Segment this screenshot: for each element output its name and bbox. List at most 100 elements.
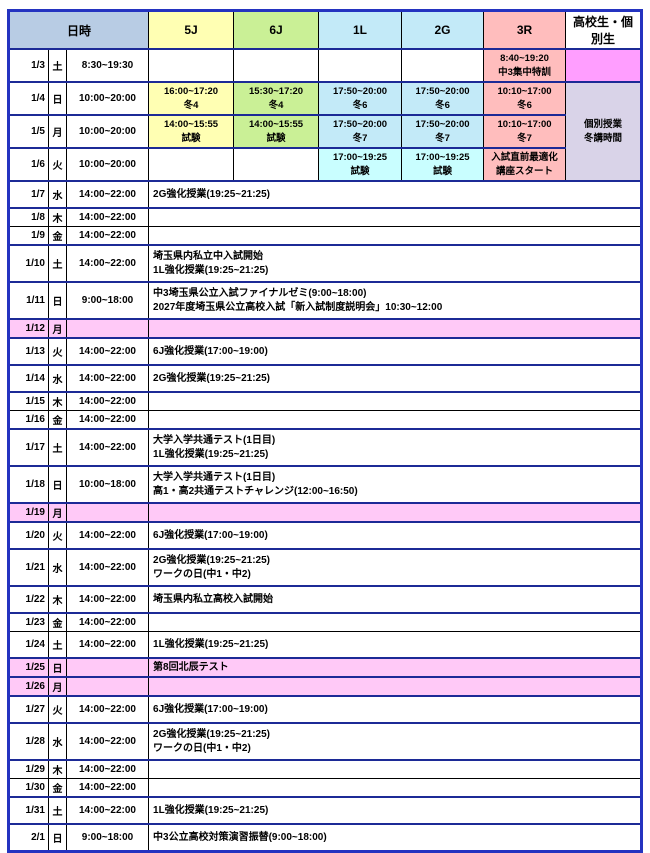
weekday-cell: 木 [48, 391, 67, 411]
table-row: 1/4 日 10:00~20:00 16:00~17:20 冬4 15:30~1… [8, 81, 643, 182]
note-cell [148, 676, 643, 697]
col-header-5j: 5J [148, 10, 235, 50]
schedule-body: 1/3 土 8:30~19:30 8:40~19:20 中3集中特訓 1/4 日… [8, 48, 643, 853]
note-cell: 大学入学共通テスト(1日目) 1L強化授業(19:25~21:25) [148, 428, 643, 467]
table-row: 1/12 月 [8, 318, 643, 339]
grid-cell: 17:50~20:00 冬7 [318, 114, 403, 149]
weekday-cell: 土 [48, 631, 67, 659]
time-cell [65, 676, 150, 697]
date-cell: 1/5 [8, 114, 49, 149]
grid-cell: 17:50~20:00 冬6 [318, 81, 403, 116]
table-row: 1/5 月 10:00~20:00 14:00~15:55 試験 14:00~1… [8, 114, 642, 149]
col-header-3r: 3R [483, 10, 567, 50]
note-cell: 2G強化授業(19:25~21:25) ワークの日(中1・中2) [148, 722, 643, 761]
time-cell: 14:00~22:00 [65, 207, 150, 227]
table-row: 1/20 火 14:00~22:00 6J強化授業(17:00~19:00) [8, 521, 643, 550]
time-cell: 10:00~20:00 [65, 147, 150, 182]
side-cell: 個別授業 冬講時間 [565, 81, 643, 182]
date-cell: 1/8 [8, 207, 49, 227]
weekday-cell: 金 [48, 226, 67, 246]
col-header-datetime: 日時 [7, 10, 150, 50]
note-cell: 2G強化授業(19:25~21:25) [148, 364, 643, 393]
date-cell: 1/17 [8, 428, 49, 467]
weekday-cell: 火 [48, 337, 67, 366]
weekday-cell: 水 [48, 364, 67, 393]
note-cell: 大学入学共通テスト(1日目) 高1・高2共通テストチャレンジ(12:00~16:… [148, 465, 643, 504]
table-row: 1/23 金 14:00~22:00 [8, 612, 643, 632]
time-cell: 14:00~22:00 [65, 391, 150, 411]
date-cell: 1/23 [8, 612, 49, 632]
note-cell [148, 759, 643, 779]
weekday-cell: 火 [48, 695, 67, 724]
time-cell [65, 502, 150, 523]
note-cell [148, 410, 643, 430]
date-cell: 1/21 [8, 548, 49, 587]
table-row: 1/8 木 14:00~22:00 [8, 207, 643, 227]
time-cell: 14:00~22:00 [65, 548, 150, 587]
note-cell [148, 778, 643, 798]
grid-cell [401, 48, 485, 83]
table-row: 1/31 土 14:00~22:00 1L強化授業(19:25~21:25) [8, 796, 643, 825]
weekday-cell: 火 [48, 521, 67, 550]
grid-cell [233, 147, 320, 182]
date-cell: 1/26 [8, 676, 49, 697]
weekday-cell: 土 [48, 796, 67, 825]
grid-cell: 17:00~19:25 試験 [401, 147, 485, 182]
grid-cell [148, 48, 235, 83]
table-row: 1/10 土 14:00~22:00 埼玉県内私立中入試開始 1L強化授業(19… [8, 244, 643, 283]
grid-cell: 入試直前最適化 講座スタート [483, 147, 567, 182]
time-cell: 14:00~22:00 [65, 337, 150, 366]
time-cell: 14:00~22:00 [65, 180, 150, 209]
table-row: 1/22 木 14:00~22:00 埼玉県内私立高校入試開始 [8, 585, 643, 614]
table-row: 1/14 水 14:00~22:00 2G強化授業(19:25~21:25) [8, 364, 643, 393]
time-cell: 14:00~22:00 [65, 585, 150, 614]
time-cell: 14:00~22:00 [65, 410, 150, 430]
table-row: 1/3 土 8:30~19:30 8:40~19:20 中3集中特訓 [8, 48, 643, 83]
date-cell: 1/16 [8, 410, 49, 430]
note-cell: 第8回北辰テスト [148, 657, 643, 678]
table-row: 1/25 日 第8回北辰テスト [8, 657, 643, 678]
weekday-cell: 日 [48, 465, 67, 504]
date-cell: 1/13 [8, 337, 49, 366]
note-cell [148, 391, 643, 411]
weekday-cell: 日 [48, 823, 67, 853]
grid-cell: 10:10~17:00 冬6 [483, 81, 567, 116]
time-cell: 8:30~19:30 [65, 48, 150, 83]
date-cell: 1/18 [8, 465, 49, 504]
grid-cell [148, 147, 235, 182]
date-cell: 1/25 [8, 657, 49, 678]
weekday-cell: 月 [48, 676, 67, 697]
table-row: 1/24 土 14:00~22:00 1L強化授業(19:25~21:25) [8, 631, 643, 659]
grid-cell: 17:50~20:00 冬6 [401, 81, 485, 116]
time-cell: 14:00~22:00 [65, 695, 150, 724]
date-cell: 1/20 [8, 521, 49, 550]
note-cell: 2G強化授業(19:25~21:25) ワークの日(中1・中2) [148, 548, 643, 587]
time-cell: 10:00~20:00 [65, 81, 150, 116]
col-header-2g: 2G [401, 10, 485, 50]
weekday-cell: 火 [48, 147, 67, 182]
weekday-cell: 月 [48, 502, 67, 523]
note-cell: 中3埼玉県公立入試ファイナルゼミ(9:00~18:00) 2027年度埼玉県公立… [148, 281, 643, 320]
time-cell: 14:00~22:00 [65, 364, 150, 393]
time-cell: 10:00~18:00 [65, 465, 150, 504]
grid-cell: 8:40~19:20 中3集中特訓 [483, 48, 567, 83]
table-row: 2/1 日 9:00~18:00 中3公立高校対策演習振替(9:00~18:00… [8, 823, 643, 853]
weekday-cell: 日 [48, 657, 67, 678]
weekday-cell: 水 [48, 180, 67, 209]
time-cell: 14:00~22:00 [65, 226, 150, 246]
grid-cell: 14:00~15:55 試験 [233, 114, 320, 149]
time-cell: 14:00~22:00 [65, 778, 150, 798]
weekday-cell: 金 [48, 778, 67, 798]
grid-cell: 15:30~17:20 冬4 [233, 81, 320, 116]
date-cell: 1/22 [8, 585, 49, 614]
time-cell [65, 318, 150, 339]
weekday-cell: 土 [48, 244, 67, 283]
note-cell: 2G強化授業(19:25~21:25) [148, 180, 643, 209]
table-row: 1/30 金 14:00~22:00 [8, 778, 643, 798]
note-cell [148, 226, 643, 246]
note-cell [148, 318, 643, 339]
date-cell: 1/4 [8, 81, 49, 116]
date-cell: 1/12 [8, 318, 49, 339]
table-row: 1/27 火 14:00~22:00 6J強化授業(17:00~19:00) [8, 695, 643, 724]
time-cell: 9:00~18:00 [65, 823, 150, 853]
